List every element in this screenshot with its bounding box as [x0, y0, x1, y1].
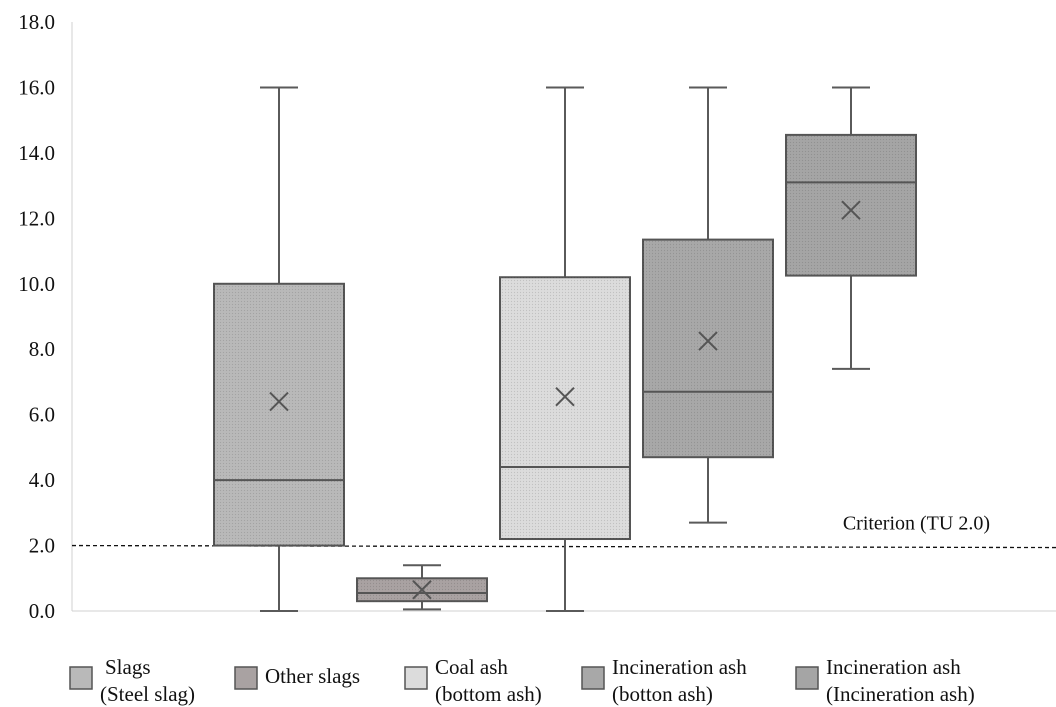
mean-marker — [269, 391, 289, 412]
box-4 — [642, 86, 774, 524]
iqr-box-texture — [500, 277, 630, 540]
box-2 — [356, 564, 488, 611]
legend-label: (Steel slag) — [100, 682, 195, 706]
legend-label: Other slags — [265, 664, 360, 688]
legend-swatch — [234, 666, 258, 690]
legend: Slags (Steel slag) Other slags Coal ash (bot… — [69, 655, 975, 706]
y-tick-label: 18.0 — [18, 10, 55, 34]
y-tick-label: 16.0 — [18, 75, 55, 99]
legend-label: (botton ash) — [612, 682, 713, 706]
legend-item-4: Incineration ash (botton ash) — [581, 655, 747, 706]
criterion-label: Criterion (TU 2.0) — [843, 513, 990, 535]
iqr-box-texture — [643, 239, 773, 458]
legend-label: Incineration ash — [826, 655, 961, 679]
legend-swatch — [69, 666, 93, 690]
y-tick-label: 0.0 — [29, 599, 55, 623]
y-axis: 0.0 2.0 4.0 6.0 8.0 10.0 12.0 14.0 16.0 18.0 — [18, 10, 1056, 623]
legend-label: (Incineration ash) — [826, 682, 975, 706]
iqr-box-texture — [786, 134, 916, 276]
legend-item-3: Coal ash (bottom ash) — [404, 655, 542, 706]
boxes — [213, 86, 917, 612]
y-tick-label: 2.0 — [29, 534, 55, 558]
legend-label: (bottom ash) — [435, 682, 542, 706]
y-tick-label: 12.0 — [18, 206, 55, 230]
iqr-box-texture — [214, 283, 344, 546]
y-tick-label: 10.0 — [18, 272, 55, 296]
legend-swatch — [795, 666, 819, 690]
legend-item-2: Other slags — [234, 664, 360, 690]
legend-item-5: Incineration ash (Incineration ash) — [795, 655, 975, 706]
mean-marker — [698, 331, 718, 351]
legend-item-1: Slags (Steel slag) — [69, 655, 195, 706]
mean-marker — [841, 200, 861, 220]
mean-marker — [555, 386, 575, 407]
box-3 — [499, 86, 631, 612]
y-tick-label: 4.0 — [29, 468, 55, 492]
legend-label: Coal ash — [435, 655, 508, 679]
box-1 — [213, 86, 345, 612]
mean-marker — [412, 580, 432, 600]
y-tick-label: 6.0 — [29, 403, 55, 427]
y-tick-label: 14.0 — [18, 141, 55, 165]
legend-label: Incineration ash — [612, 655, 747, 679]
legend-swatch — [581, 666, 605, 690]
box-5 — [785, 86, 917, 370]
y-tick-label: 8.0 — [29, 337, 55, 361]
legend-label: Slags — [105, 655, 151, 679]
legend-swatch — [404, 666, 428, 690]
